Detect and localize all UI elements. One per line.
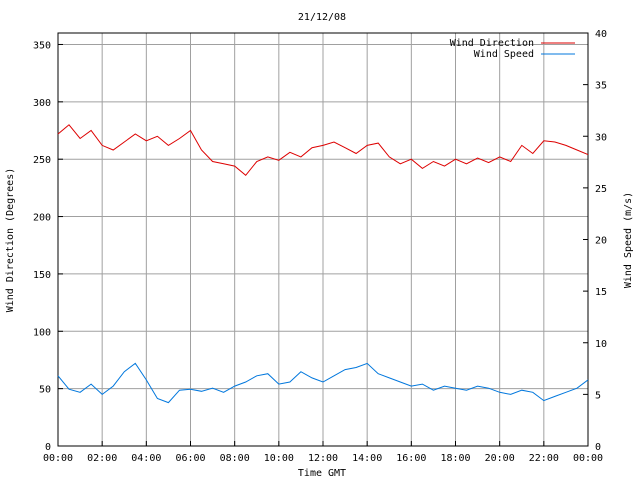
y-tick-label: 250 (33, 155, 51, 166)
y-tick-label: 200 (33, 213, 51, 224)
x-axis-label: Time GMT (298, 468, 346, 479)
y-tick-label: 50 (39, 385, 51, 396)
chart-title: 21/12/08 (298, 12, 346, 23)
series-layer (57, 124, 589, 404)
y2-axis-label: Wind Speed (m/s) (623, 192, 634, 288)
x-tick-label: 18:00 (440, 453, 470, 464)
grid (58, 33, 588, 446)
x-tick-label: 14:00 (352, 453, 382, 464)
y2-tick-label: 5 (595, 390, 601, 401)
x-tick-label: 10:00 (264, 453, 294, 464)
y2-tick-label: 10 (595, 339, 607, 350)
series-line-wind-speed (57, 362, 589, 404)
x-tick-label: 08:00 (220, 453, 250, 464)
y-tick-label: 350 (33, 40, 51, 51)
y2-tick-label: 0 (595, 442, 601, 453)
x-tick-label: 00:00 (573, 453, 603, 464)
y-axis-label: Wind Direction (Degrees) (5, 168, 16, 313)
y2-tick-label: 35 (595, 81, 607, 92)
x-tick-label: 06:00 (175, 453, 205, 464)
legend-label-wind-speed: Wind Speed (474, 49, 534, 60)
y2-tick-label: 15 (595, 287, 607, 298)
x-tick-label: 16:00 (396, 453, 426, 464)
legend: Wind Direction Wind Speed (450, 38, 575, 60)
x-tick-label: 22:00 (529, 453, 559, 464)
x-tick-label: 02:00 (87, 453, 117, 464)
left-axis-ticks: 0 50 100 150 200 250 300 350 (33, 40, 63, 453)
y2-tick-label: 25 (595, 184, 607, 195)
x-axis-ticks: 00:00 02:00 04:00 06:00 08:00 10:00 12:00 14:00… (43, 441, 603, 464)
x-tick-label: 04:00 (131, 453, 161, 464)
y-tick-label: 100 (33, 327, 51, 338)
x-tick-label: 20:00 (485, 453, 515, 464)
y-tick-label: 300 (33, 98, 51, 109)
y-tick-label: 0 (45, 442, 51, 453)
y2-tick-label: 30 (595, 132, 607, 143)
right-axis-ticks: 0 5 10 15 20 25 30 35 40 (583, 29, 607, 453)
y-tick-label: 150 (33, 270, 51, 281)
legend-label-wind-direction: Wind Direction (450, 38, 534, 49)
y2-tick-label: 20 (595, 236, 607, 247)
y2-tick-label: 40 (595, 29, 607, 40)
x-tick-label: 12:00 (308, 453, 338, 464)
x-tick-label: 00:00 (43, 453, 73, 464)
series-line-wind-direction (57, 124, 589, 177)
